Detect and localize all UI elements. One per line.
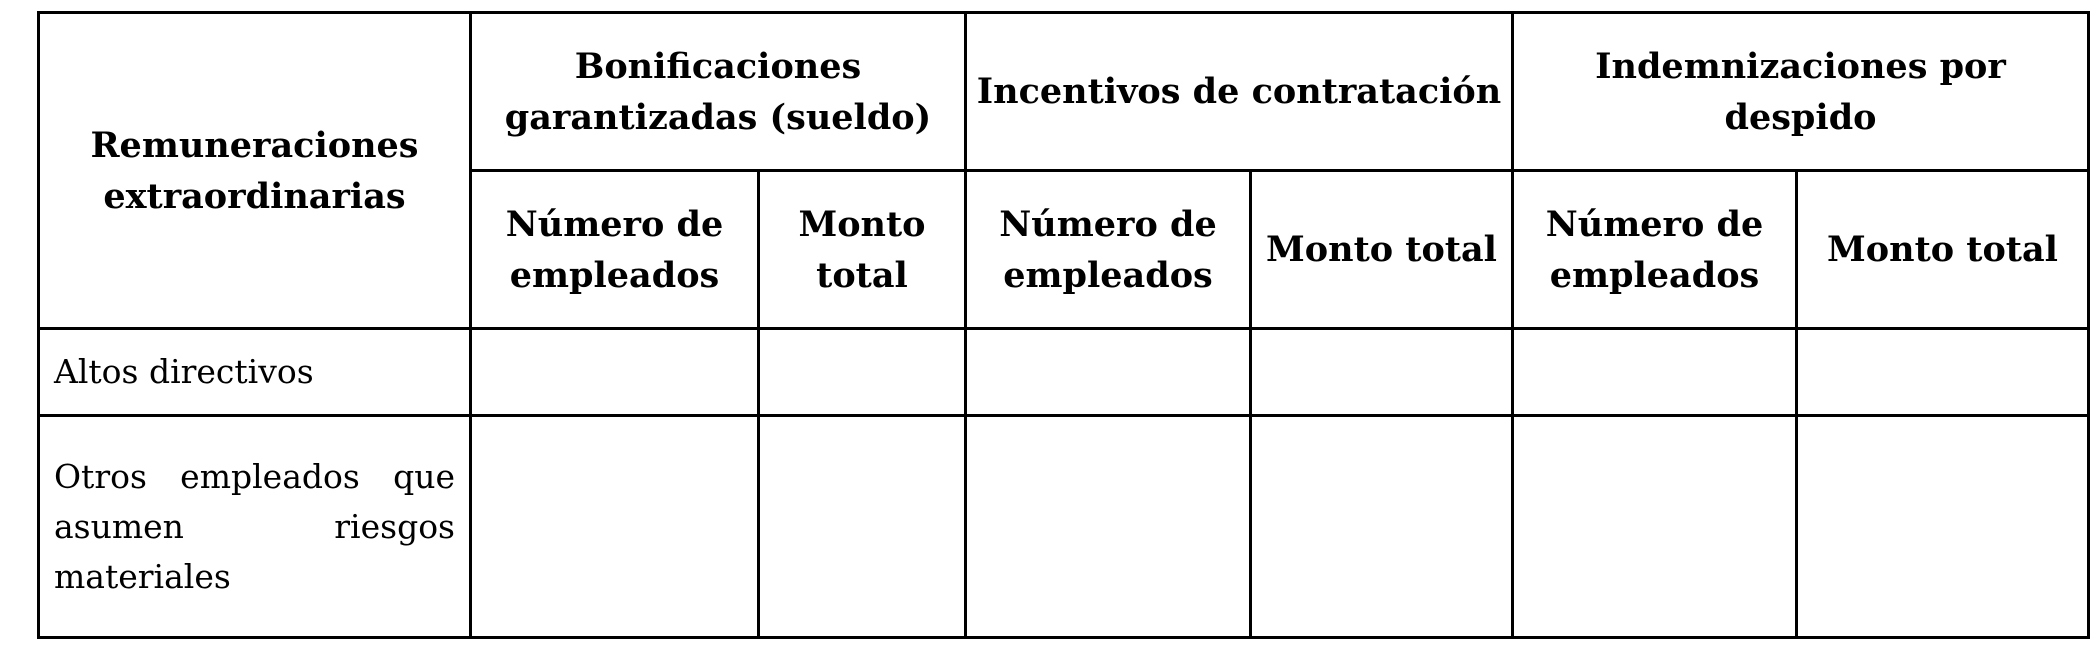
table-cell xyxy=(1249,327,1514,417)
subheader-count: Número de empleados xyxy=(964,169,1252,330)
table-cell xyxy=(964,414,1252,639)
table-cell xyxy=(1795,327,2090,417)
table-cell xyxy=(757,414,967,639)
group-header-incentivos: Incentivos de contratación xyxy=(964,11,1514,172)
table-cell xyxy=(964,327,1252,417)
table-cell xyxy=(1795,414,2090,639)
table-cell xyxy=(1511,327,1798,417)
group-header-indemnizaciones: Indemnizaciones por despido xyxy=(1511,11,2090,172)
table-cell xyxy=(757,327,967,417)
table-cell xyxy=(1511,414,1798,639)
table-cell xyxy=(1249,414,1514,639)
subheader-count: Número de empleados xyxy=(1511,169,1798,330)
table-cell xyxy=(469,327,760,417)
subheader-amount: Monto total xyxy=(1249,169,1514,330)
table-row: Otros empleados que asumen riesgos mater… xyxy=(37,414,2090,639)
subheader-amount: Monto total xyxy=(757,169,967,330)
subheader-amount: Monto total xyxy=(1795,169,2090,330)
row-label: Altos directivos xyxy=(37,327,472,417)
row-label: Otros empleados que asumen riesgos mater… xyxy=(37,414,472,639)
group-header-bonificaciones: Bonificaciones garantizadas (sueldo) xyxy=(469,11,967,172)
table-row: Altos directivos xyxy=(37,327,2090,417)
corner-header: Remuneraciones extraordinarias xyxy=(37,11,472,330)
table-cell xyxy=(469,414,760,639)
remuneration-table: Remuneraciones extraordinarias Bonificac… xyxy=(37,11,2090,639)
subheader-count: Número de empleados xyxy=(469,169,760,330)
